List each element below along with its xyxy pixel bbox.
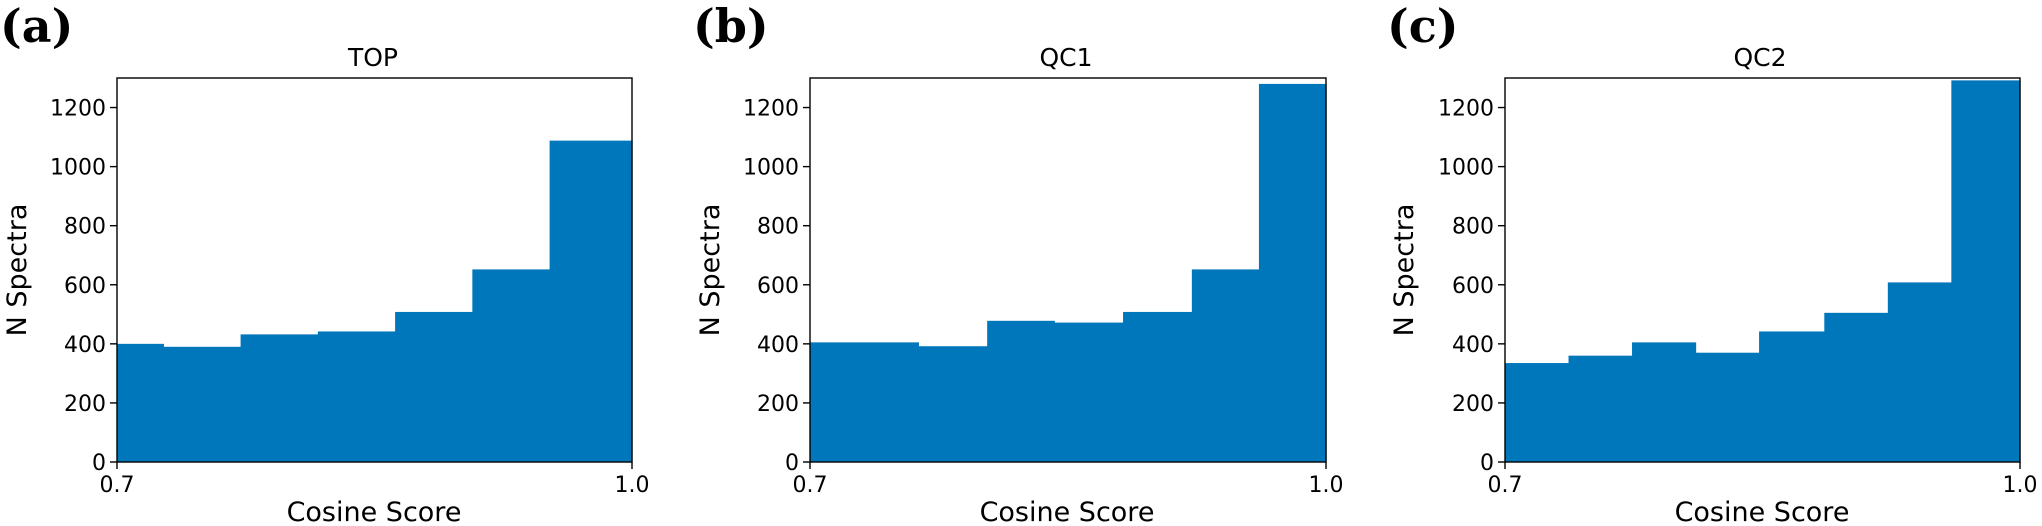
y-tick-label: 600	[1452, 274, 1494, 299]
histogram-bar	[1824, 312, 1889, 462]
y-tick-label: 1200	[1438, 97, 1494, 122]
y-axis-label: N Spectra	[695, 204, 726, 337]
panel-a: (a) TOP 0 200 400 600 800 1000 1200 0.7 1.0 Co…	[0, 0, 650, 526]
y-tick-label: 0	[92, 451, 106, 476]
y-tick-label: 200	[64, 392, 106, 417]
x-axis-label: Cosine Score	[287, 497, 462, 526]
histogram-bar	[1887, 282, 1952, 462]
histogram-bar	[1759, 331, 1825, 462]
x-axis-label: Cosine Score	[1675, 497, 1850, 526]
histogram-bar	[1191, 269, 1260, 462]
histogram-bar	[987, 320, 1055, 462]
y-axis-label: N Spectra	[2, 204, 33, 337]
histogram-bar	[395, 311, 473, 462]
y-tick-label: 1000	[743, 156, 799, 181]
x-tick-label: 0.7	[100, 473, 135, 498]
panel-letter: (b)	[693, 0, 769, 53]
axes-frame	[116, 77, 633, 463]
panel-c: (c) QC2 0 200 400 600 800 1000 1200 0.7 1.0 Co…	[1387, 0, 2038, 526]
y-tick-label: 200	[757, 392, 799, 417]
plot-area: 0 200 400 600 800 1000 1200	[743, 77, 1327, 476]
histogram-bar	[918, 346, 988, 462]
plot-area: 0 200 400 600 800 1000 1200	[50, 77, 633, 476]
y-tick-label: 400	[757, 333, 799, 358]
histogram-bar	[240, 334, 319, 462]
histogram-bar	[1054, 322, 1124, 462]
histogram-bar	[163, 346, 242, 462]
y-tick-label: 400	[64, 333, 106, 358]
histogram-bar	[1505, 363, 1570, 462]
panel-b: (b) QC1 0 200 400 600 800 1000 1200 0.7 1.0 Co…	[693, 0, 1344, 526]
histogram-bar	[472, 269, 551, 462]
panel-letter: (c)	[1387, 0, 1459, 53]
histogram-bar	[1951, 80, 2021, 463]
y-tick-label: 800	[64, 215, 106, 240]
histogram-bar	[1632, 342, 1697, 462]
y-tick-label: 0	[1480, 451, 1494, 476]
chart-title: QC2	[1733, 43, 1786, 72]
histogram-bar	[117, 343, 164, 462]
y-tick-label: 1000	[1438, 156, 1494, 181]
axes-frame	[809, 77, 1327, 463]
histogram-bar	[1568, 355, 1633, 462]
x-tick-label: 0.7	[793, 473, 828, 498]
chart-title: QC1	[1039, 43, 1092, 72]
x-tick-label: 0.7	[1488, 473, 1523, 498]
y-tick-label: 600	[757, 274, 799, 299]
panel-letter: (a)	[0, 0, 73, 53]
y-axis-label: N Spectra	[1389, 204, 1420, 337]
x-tick-label: 1.0	[2003, 473, 2038, 498]
histogram-bar	[1123, 311, 1193, 462]
y-tick-label: 0	[785, 451, 799, 476]
x-axis-label: Cosine Score	[980, 497, 1155, 526]
histogram-bar	[549, 140, 633, 463]
y-tick-label: 600	[64, 274, 106, 299]
y-tick-label: 400	[1452, 333, 1494, 358]
histogram-bar	[317, 331, 396, 462]
y-tick-label: 800	[1452, 215, 1494, 240]
histogram-bar	[1695, 352, 1760, 462]
y-tick-label: 1000	[50, 156, 106, 181]
x-tick-label: 1.0	[1309, 473, 1344, 498]
y-tick-label: 1200	[50, 97, 106, 122]
chart-title: TOP	[347, 43, 398, 72]
y-tick-label: 1200	[743, 97, 799, 122]
histogram-bar	[1258, 83, 1327, 463]
y-tick-label: 200	[1452, 392, 1494, 417]
axes-frame	[1504, 77, 2021, 463]
plot-area: 0 200 400 600 800 1000 1200	[1438, 77, 2021, 476]
x-tick-label: 1.0	[615, 473, 650, 498]
y-tick-label: 800	[757, 215, 799, 240]
histogram-bar	[810, 342, 919, 462]
